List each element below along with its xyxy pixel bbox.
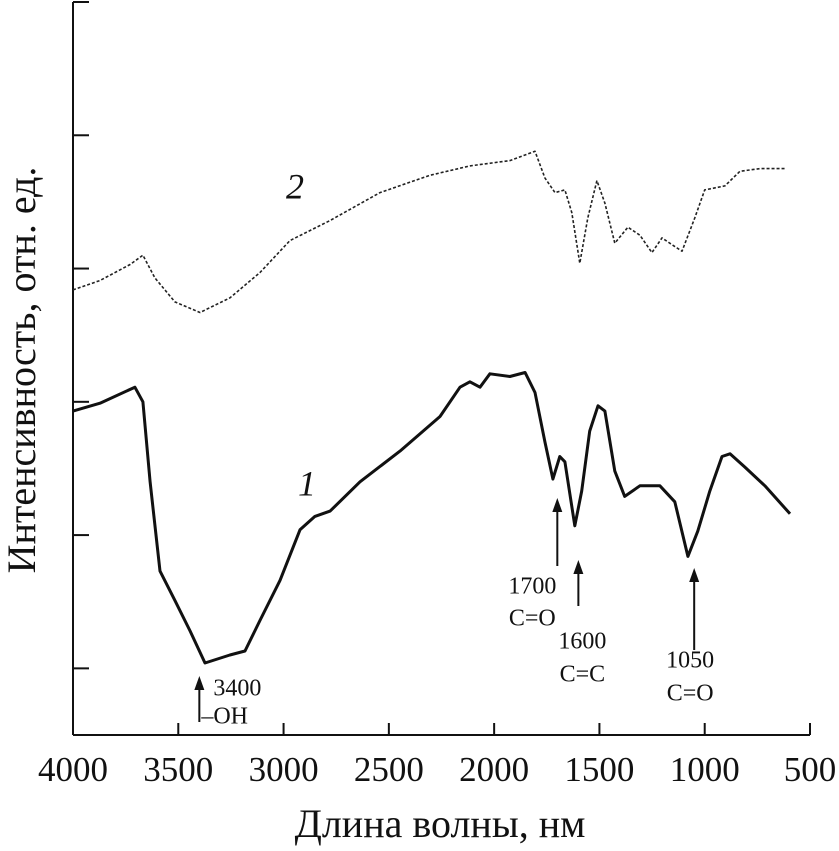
annotation-group: C=O	[667, 681, 714, 707]
x-tick-label: 3500	[143, 750, 213, 789]
series-label: 1	[298, 463, 316, 503]
x-axis-title: Длина волны, нм	[295, 801, 586, 846]
x-tick-label: 500	[784, 750, 837, 789]
spectrum-line	[72, 371, 792, 665]
annotation-label: 3400	[213, 676, 261, 702]
annotation-label: 1050	[666, 648, 714, 674]
annotation-arrowhead	[573, 560, 584, 574]
x-tick-label: 4000	[38, 750, 108, 789]
annotation-arrowhead	[689, 568, 700, 582]
x-tick-label: 3000	[249, 750, 319, 789]
annotation-group: C=O	[509, 606, 556, 632]
annotation-arrowhead	[194, 676, 205, 690]
annotation-arrowhead	[552, 498, 563, 512]
x-tick-label: 2500	[354, 750, 424, 789]
annotation-group: C=C	[560, 662, 606, 688]
spectrum-line	[72, 150, 785, 314]
annotation-label: 1700	[508, 574, 556, 600]
annotation-label: 1600	[558, 629, 606, 655]
y-axis-title: Интенсивность, отн. ед.	[0, 167, 44, 574]
series-label: 2	[286, 166, 304, 206]
x-tick-label: 2000	[459, 750, 529, 789]
x-tick-label: 1500	[564, 750, 634, 789]
x-tick-label: 1000	[670, 750, 740, 789]
annotation-group: –OH	[200, 704, 248, 730]
